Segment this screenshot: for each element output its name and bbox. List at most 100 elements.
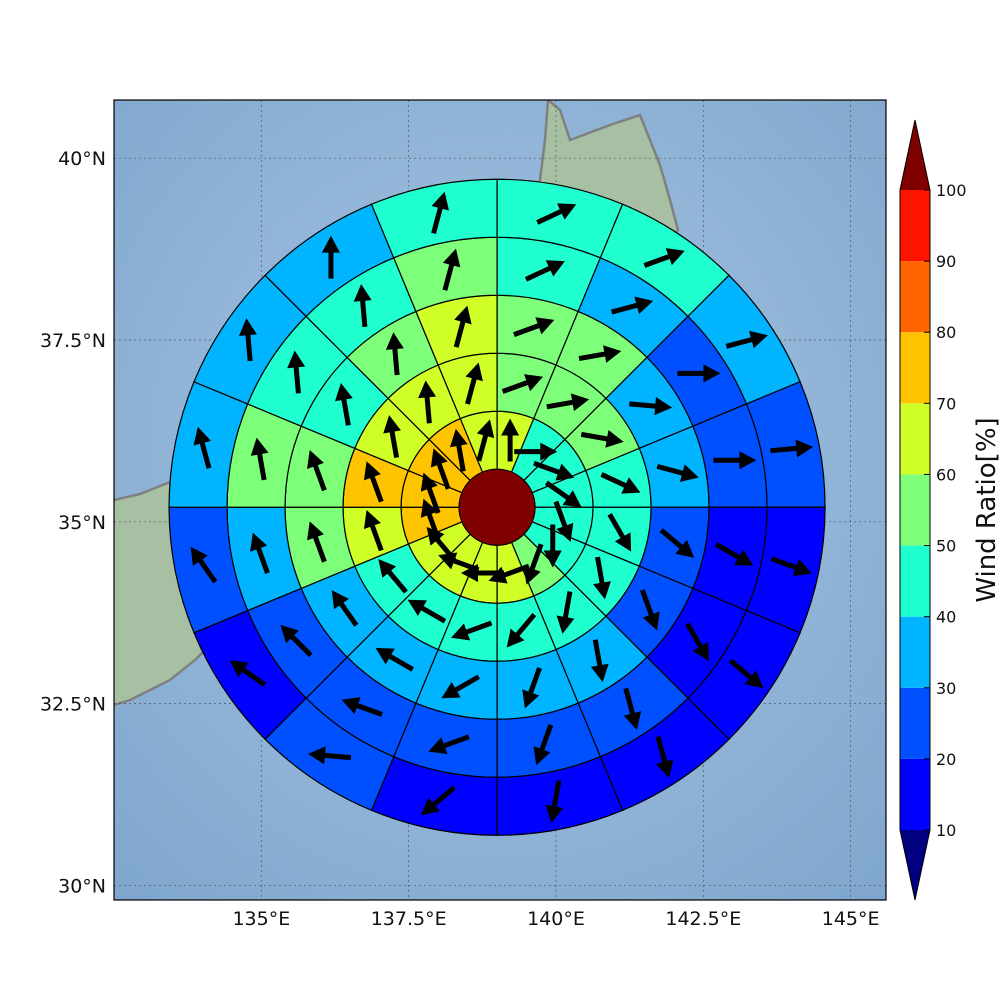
wind-arrow [451, 620, 493, 641]
wind-arrow [418, 380, 437, 424]
wind-arrow [341, 697, 383, 717]
wind-arrow [725, 330, 768, 349]
wind-arrow [714, 542, 754, 566]
wind-arrow [629, 397, 673, 416]
wind-arrow [513, 317, 555, 337]
wind-arrow [770, 439, 814, 458]
wind-arrow [334, 382, 353, 426]
wind-arrow [523, 543, 544, 585]
lat-tick-label: 30°N [58, 875, 106, 897]
wind-arrow [524, 260, 565, 282]
wind-arrow [607, 513, 632, 552]
wind-arrow [770, 556, 812, 577]
wind-arrow [465, 362, 483, 405]
wind-arrow [656, 463, 699, 482]
colorbar-tick-label: 60 [936, 465, 956, 484]
wind-arrow [501, 418, 520, 462]
colorbar-tick-label: 40 [936, 608, 956, 627]
wind-arrow [229, 660, 267, 687]
wind-arrow [522, 667, 542, 709]
wind-arrow [321, 235, 340, 279]
wind-arrow [428, 734, 470, 755]
colorbar-tick-label: 50 [936, 537, 956, 556]
wind-arrow [610, 296, 654, 315]
colorbar-segment [900, 403, 930, 475]
wind-arrow [353, 283, 372, 328]
wind-arrow [501, 374, 544, 394]
wind-arrow [590, 639, 609, 683]
colorbar-label: Wind Ratio[%] [972, 417, 1000, 602]
lon-tick-label: 137.5°E [371, 908, 447, 930]
wind-arrow [640, 589, 660, 631]
wind-arrow [533, 723, 554, 766]
lon-tick-label: 145°E [822, 908, 880, 930]
colorbar-segment [900, 616, 930, 688]
wind-arrow [659, 528, 695, 558]
wind-arrow [623, 687, 642, 730]
wind-arrow [580, 430, 624, 448]
wind-arrow [536, 203, 577, 225]
wind-arrow [308, 746, 352, 765]
colorbar-tick-label: 20 [936, 750, 956, 769]
wind-arrow [238, 318, 257, 362]
center-disc [458, 468, 536, 546]
colorbar-tick-label: 80 [936, 323, 956, 342]
colorbar-segment [900, 474, 930, 546]
wind-arrow [441, 674, 480, 699]
colorbar-tick-label: 90 [936, 252, 956, 271]
colorbar-tick-label: 10 [936, 821, 956, 840]
colorbar-tick-label: 100 [936, 181, 967, 200]
lon-tick-label: 142.5°E [665, 908, 741, 930]
lon-tick-label: 140°E [527, 908, 585, 930]
wind-arrow [728, 658, 764, 689]
wind-arrow [426, 526, 457, 562]
colorbar-segment [900, 332, 930, 404]
wind-arrow [250, 437, 269, 481]
wind-arrow [190, 546, 218, 584]
colorbar-tick-label: 30 [936, 679, 956, 698]
colorbar-segment [900, 261, 930, 333]
wind-arrow [453, 305, 472, 348]
colorbar-tick-label: 70 [936, 394, 956, 413]
wind-arrow [553, 500, 574, 542]
wind-arrow [600, 472, 641, 494]
colorbar-segment [900, 190, 930, 262]
colorbar-segment [900, 758, 930, 830]
wind-arrow [287, 350, 306, 394]
wind-arrow [407, 599, 447, 624]
wind-arrow [307, 521, 327, 563]
wind-arrow [280, 624, 313, 658]
wind-arrow [533, 460, 575, 481]
wind-arrow [713, 451, 757, 470]
wind-arrow [383, 415, 401, 458]
wind-arrow [363, 461, 384, 503]
wind-arrow [442, 248, 461, 291]
lat-tick-label: 35°N [58, 512, 106, 534]
wind-arrow [385, 332, 404, 376]
wind-arrow [420, 472, 441, 514]
wind-arrow [420, 498, 441, 540]
wind-arrow [375, 647, 414, 672]
wind-arrow [655, 735, 674, 779]
wind-arrows [190, 191, 814, 824]
colorbar: 10 20 30 40 50 60 70 80 90 100 [899, 119, 967, 901]
map-frame [113, 99, 887, 901]
wind-arrow [543, 524, 562, 568]
wind-arrow [449, 428, 468, 472]
lat-tick-label: 37.5°N [40, 330, 106, 352]
colorbar-segment [900, 687, 930, 759]
wind-arrow [430, 448, 451, 490]
wind-arrow [643, 248, 685, 268]
wind-arrow [421, 785, 456, 816]
colorbar-under-triangle [900, 830, 930, 900]
wind-arrow [593, 556, 611, 600]
wind-arrow [250, 532, 270, 574]
lon-tick-label: 135°E [232, 908, 290, 930]
lat-tick-labels: 40°N 37.5°N 35°N 32.5°N 30°N [40, 148, 106, 897]
wind-arrow [544, 480, 582, 508]
wind-arrow [685, 622, 709, 662]
lon-tick-labels: 135°E 137.5°E 140°E 142.5°E 145°E [232, 908, 879, 930]
wedge-cell [370, 178, 498, 259]
wind-arrow [545, 780, 564, 824]
